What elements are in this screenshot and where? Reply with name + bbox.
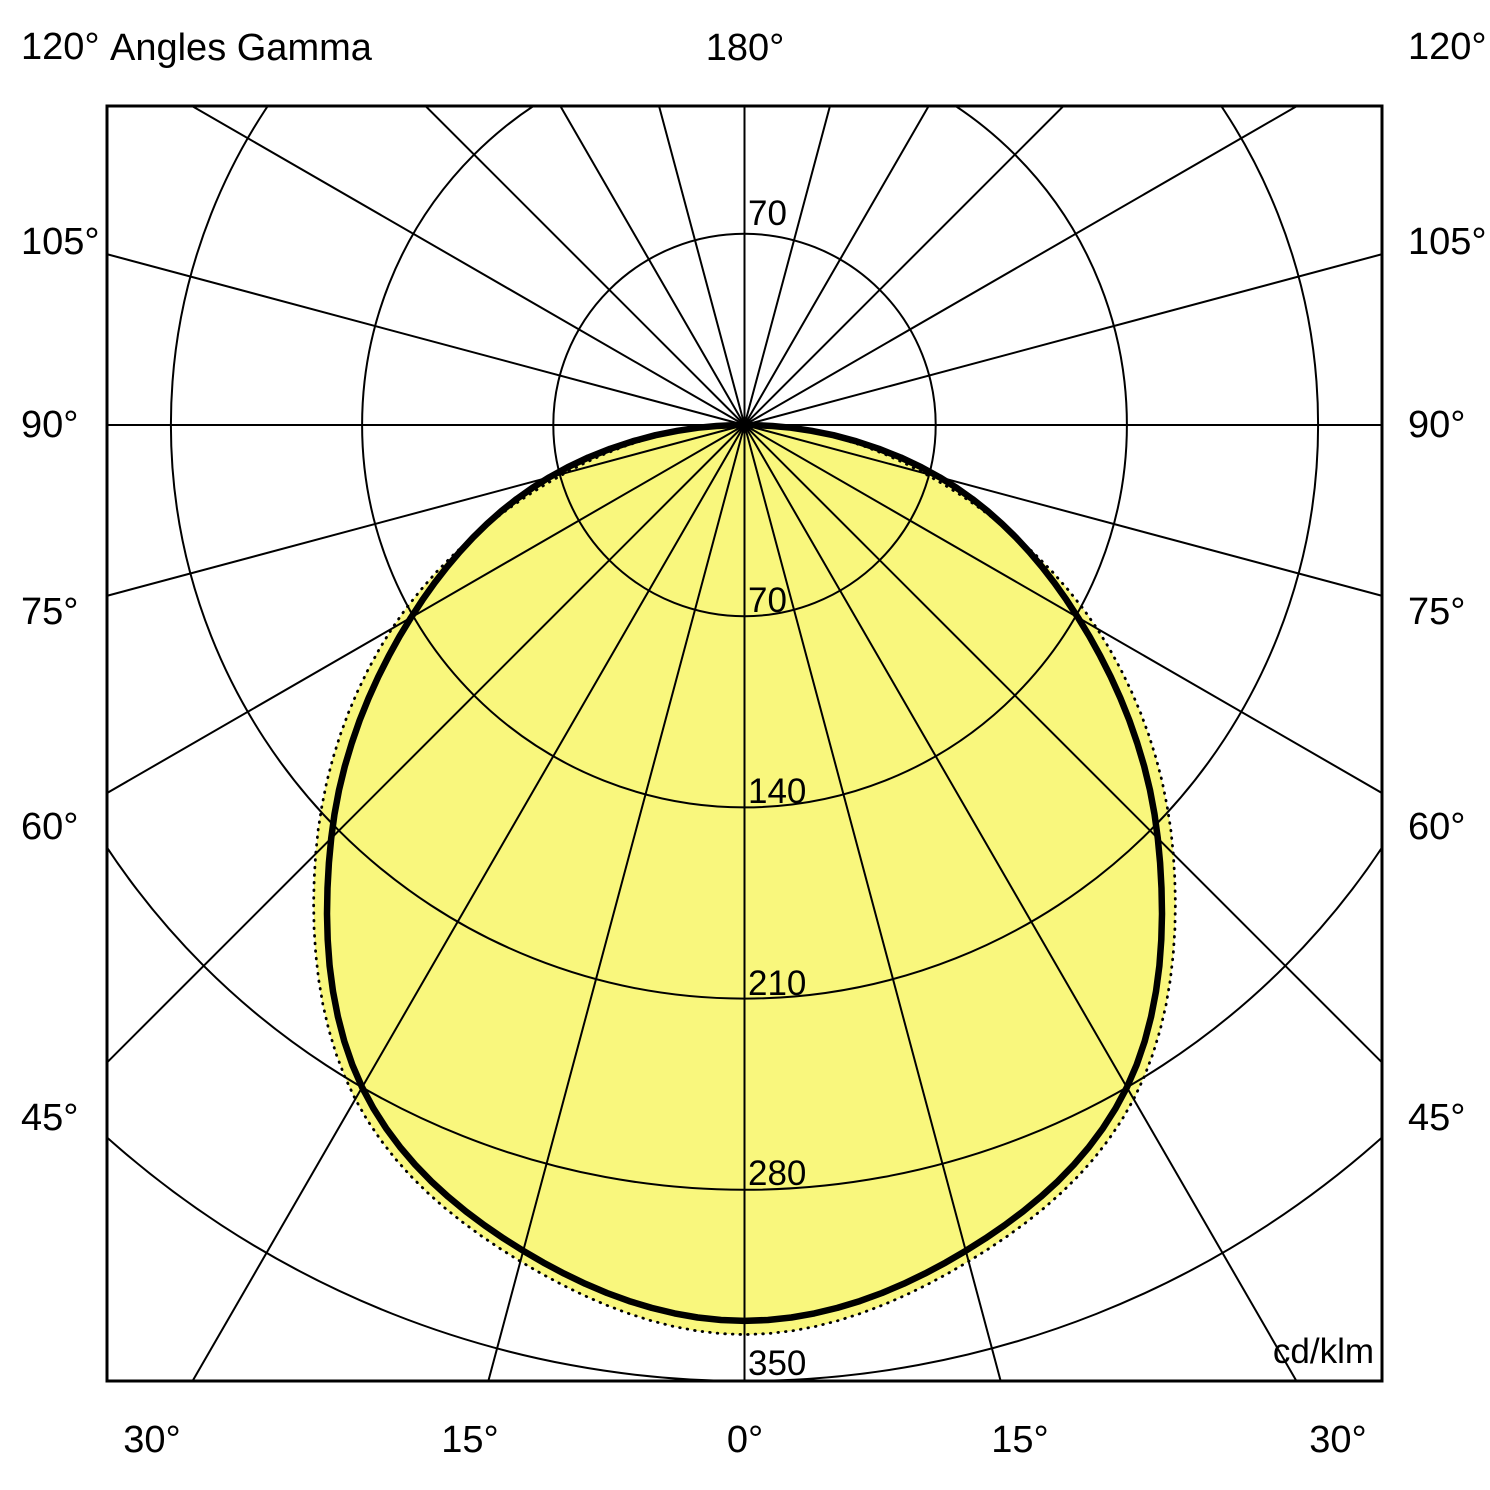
gamma-label-bottom-15R: 15° [991, 1419, 1049, 1461]
gamma-label-left-90: 90° [21, 404, 79, 446]
gamma-ray-120 [743, 106, 1300, 426]
gamma-ray-345 [487, 424, 746, 1381]
plot-border [105, 104, 1384, 1383]
gamma-label-right-105: 105° [1408, 221, 1487, 263]
curve-c0-c180 [323, 421, 1166, 1325]
gamma-label-left-75: 75° [21, 591, 79, 633]
gamma-label-right-90: 90° [1408, 404, 1466, 446]
gamma-ray-30 [743, 424, 1298, 1381]
chart-title: Angles Gamma [110, 27, 372, 69]
gamma-ray-135 [743, 106, 1065, 426]
ring-label-140: 140 [748, 772, 807, 811]
gamma-label-left-105: 105° [21, 221, 100, 263]
gamma-label-bottom-30L: 30° [123, 1419, 181, 1461]
gamma-ray-195 [657, 106, 746, 426]
gamma-label-180: 180° [705, 27, 785, 69]
gamma-ray-210 [559, 106, 746, 426]
gamma-ray-165 [743, 106, 832, 426]
gamma-label-bottom-15L: 15° [441, 1419, 499, 1461]
gamma-label-left-45: 45° [21, 1097, 79, 1139]
gamma-ray-300 [107, 424, 746, 795]
gamma-label-right-75: 75° [1408, 591, 1466, 633]
gamma-ray-15 [743, 424, 1002, 1381]
gamma-label-right-120: 120° [1408, 26, 1487, 68]
ring-label-280: 280 [748, 1154, 807, 1193]
gamma-ray-255 [107, 253, 745, 426]
gamma-ray-240 [189, 106, 746, 426]
gamma-ray-45 [743, 424, 1382, 1064]
unit-label: cd/klm [1272, 1332, 1374, 1371]
gamma-ray-285 [107, 424, 745, 597]
gamma-label-right-45: 45° [1408, 1097, 1466, 1139]
gamma-label-bottom-0: 0° [726, 1419, 764, 1461]
gamma-label-left-120: 120° [21, 26, 100, 68]
gamma-ray-315 [107, 424, 746, 1064]
gamma-label-left-60: 60° [21, 806, 79, 848]
gamma-ray-330 [191, 424, 746, 1381]
gamma-label-bottom-30R: 30° [1309, 1419, 1367, 1461]
ring-label-210: 210 [748, 964, 807, 1003]
gamma-ray-105 [744, 253, 1382, 426]
ring-label-350: 350 [748, 1344, 807, 1383]
ring-label-70: 70 [748, 581, 787, 620]
gamma-label-right-60: 60° [1408, 806, 1466, 848]
gamma-ray-60 [743, 424, 1382, 795]
ring-label-70-upper: 70 [748, 194, 787, 233]
gamma-ray-225 [424, 106, 746, 426]
gamma-ray-150 [743, 106, 930, 426]
gamma-ray-75 [744, 424, 1382, 597]
